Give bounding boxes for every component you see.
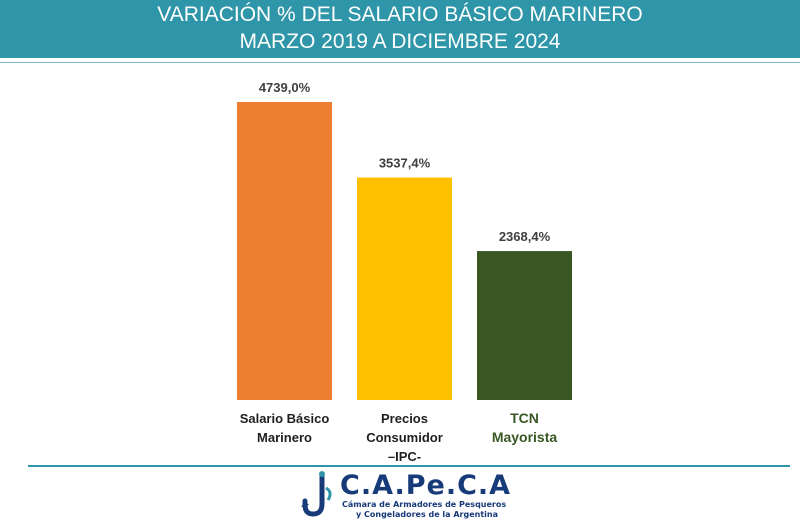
category-label: Mayorista — [492, 429, 558, 445]
capeca-logo: C.A.Pe.C.A Cámara de Armadores de Pesque… — [300, 470, 520, 520]
category-label: Consumidor — [366, 430, 443, 445]
title-banner: VARIACIÓN % DEL SALARIO BÁSICO MARINERO … — [0, 0, 800, 58]
bar-chart: 4739,0% Salario Básico Marinero 3537,4% Prec… — [237, 80, 572, 464]
category-label: Salario Básico — [240, 411, 330, 426]
category-label: Precios — [381, 411, 428, 426]
fish-hook-icon — [301, 471, 332, 517]
data-label: 3537,4% — [379, 156, 431, 171]
category-label: –IPC- — [388, 449, 421, 464]
chart-title-line1: VARIACIÓN % DEL SALARIO BÁSICO MARINERO — [157, 3, 643, 26]
category-label: TCN — [510, 410, 539, 426]
logo-name: C.A.Pe.C.A — [340, 470, 512, 501]
logo-subtitle-line2: y Congeladores de la Argentina — [356, 510, 499, 519]
bar — [357, 177, 452, 400]
bar — [237, 102, 332, 400]
data-label: 4739,0% — [259, 80, 311, 95]
header-divider — [0, 62, 800, 63]
category-label: Marinero — [257, 430, 312, 445]
footer-divider — [28, 465, 790, 467]
bar — [477, 251, 572, 400]
data-label: 2368,4% — [499, 229, 551, 244]
logo-subtitle-line1: Cámara de Armadores de Pesqueros — [342, 500, 507, 509]
chart-title-line2: MARZO 2019 A DICIEMBRE 2024 — [239, 30, 561, 53]
